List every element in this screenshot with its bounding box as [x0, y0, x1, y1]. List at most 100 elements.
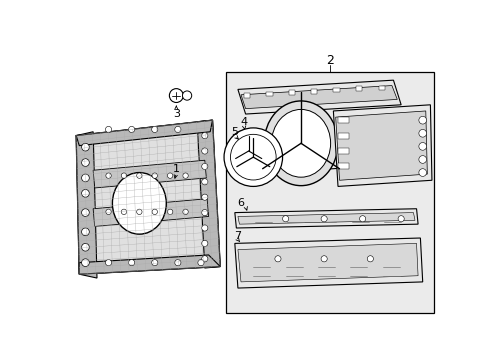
Circle shape: [418, 116, 426, 124]
Text: 1: 1: [172, 164, 180, 174]
Circle shape: [169, 89, 183, 103]
Circle shape: [202, 163, 207, 170]
Bar: [336, 143, 342, 148]
Circle shape: [128, 260, 135, 266]
Circle shape: [136, 209, 142, 215]
Polygon shape: [76, 120, 212, 145]
Circle shape: [151, 260, 158, 266]
Bar: [266, 92, 272, 96]
Circle shape: [202, 256, 207, 262]
Circle shape: [230, 134, 276, 180]
Bar: [357, 142, 363, 147]
Polygon shape: [241, 86, 396, 109]
Circle shape: [359, 216, 365, 222]
Polygon shape: [234, 209, 417, 228]
Polygon shape: [245, 132, 424, 174]
Polygon shape: [76, 120, 220, 274]
Circle shape: [121, 173, 126, 178]
Circle shape: [105, 260, 111, 266]
Circle shape: [182, 91, 191, 100]
Circle shape: [202, 240, 207, 247]
Bar: [399, 139, 405, 143]
Ellipse shape: [271, 109, 330, 177]
Bar: [333, 88, 339, 93]
Text: 4: 4: [240, 117, 247, 127]
Text: 7: 7: [234, 231, 241, 241]
Circle shape: [202, 148, 207, 154]
Circle shape: [366, 256, 373, 262]
Circle shape: [224, 128, 282, 186]
Circle shape: [226, 130, 270, 172]
Circle shape: [81, 159, 89, 166]
Circle shape: [274, 256, 281, 262]
Bar: [226, 72, 433, 313]
Circle shape: [151, 126, 158, 132]
Circle shape: [202, 179, 207, 185]
Text: 2: 2: [325, 54, 334, 67]
Circle shape: [282, 216, 288, 222]
Bar: [355, 86, 361, 91]
Circle shape: [321, 216, 326, 222]
Ellipse shape: [264, 101, 337, 186]
Text: 6: 6: [237, 198, 244, 208]
Circle shape: [174, 126, 181, 132]
Text: 5: 5: [231, 127, 238, 137]
Circle shape: [418, 143, 426, 150]
Polygon shape: [93, 160, 206, 188]
Polygon shape: [93, 199, 208, 226]
Polygon shape: [238, 80, 400, 114]
Circle shape: [167, 209, 172, 215]
Circle shape: [81, 143, 89, 151]
Bar: [377, 140, 384, 145]
Circle shape: [231, 134, 265, 168]
Circle shape: [418, 130, 426, 137]
Circle shape: [198, 260, 203, 266]
Circle shape: [121, 209, 126, 215]
Circle shape: [167, 173, 172, 178]
Circle shape: [152, 209, 157, 215]
Polygon shape: [333, 105, 431, 186]
Circle shape: [81, 228, 89, 236]
Circle shape: [81, 189, 89, 197]
Text: 3: 3: [172, 109, 180, 119]
Circle shape: [81, 174, 89, 182]
Polygon shape: [248, 137, 417, 163]
Circle shape: [81, 209, 89, 216]
Bar: [244, 93, 250, 98]
Bar: [337, 132, 348, 139]
Ellipse shape: [112, 172, 166, 234]
Circle shape: [105, 173, 111, 178]
Circle shape: [202, 194, 207, 200]
Bar: [274, 148, 280, 153]
Bar: [337, 148, 348, 154]
Circle shape: [81, 243, 89, 251]
Polygon shape: [238, 243, 417, 282]
Polygon shape: [238, 213, 414, 224]
Circle shape: [105, 209, 111, 215]
Bar: [310, 89, 317, 94]
Circle shape: [81, 259, 89, 266]
Circle shape: [418, 156, 426, 163]
Circle shape: [136, 173, 142, 178]
Polygon shape: [197, 120, 220, 268]
Bar: [337, 163, 348, 170]
Bar: [337, 117, 348, 123]
Circle shape: [174, 260, 181, 266]
Bar: [315, 145, 321, 149]
Bar: [253, 150, 259, 155]
Circle shape: [202, 210, 207, 216]
Circle shape: [202, 132, 207, 139]
Circle shape: [397, 216, 404, 222]
Circle shape: [321, 256, 326, 262]
Bar: [294, 147, 301, 151]
Circle shape: [183, 209, 188, 215]
Circle shape: [183, 173, 188, 178]
Circle shape: [128, 126, 135, 132]
Polygon shape: [234, 238, 422, 288]
Circle shape: [152, 173, 157, 178]
Circle shape: [202, 225, 207, 231]
Polygon shape: [79, 255, 220, 274]
Bar: [288, 90, 294, 95]
Polygon shape: [76, 132, 97, 278]
Circle shape: [105, 126, 111, 132]
